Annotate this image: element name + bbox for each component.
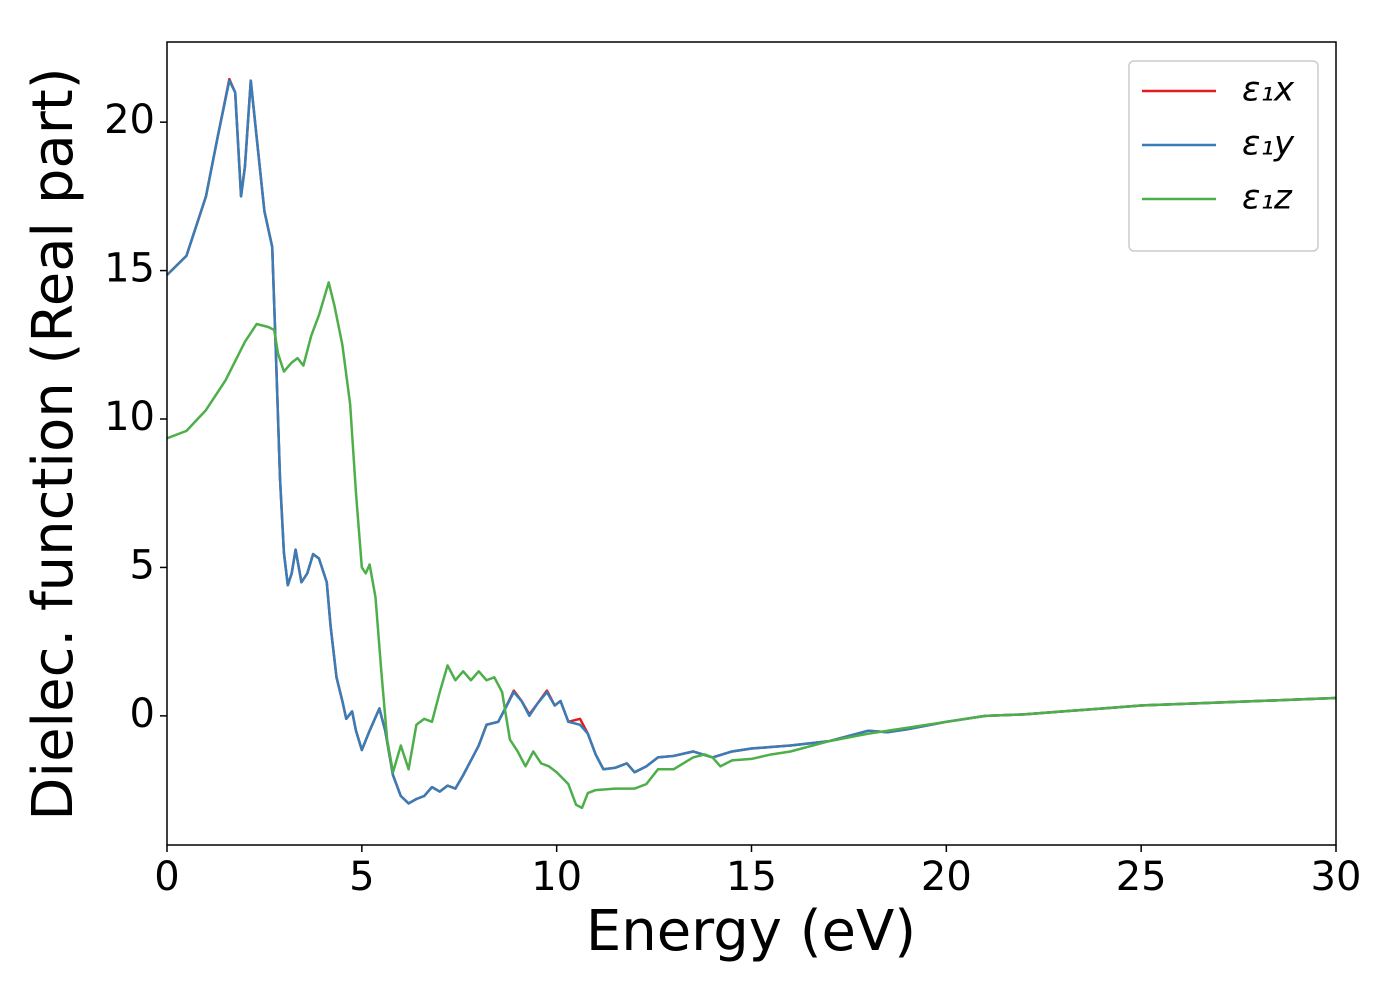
x-axis-label: Energy (eV) bbox=[586, 899, 916, 964]
legend-box bbox=[1128, 60, 1319, 252]
y-axis-label: Dielec. function (Real part) bbox=[21, 67, 86, 820]
x-tick-label: 10 bbox=[531, 854, 582, 900]
x-tick-label: 0 bbox=[154, 854, 179, 900]
x-tick-label: 5 bbox=[349, 854, 374, 900]
y-tick-label: 10 bbox=[104, 394, 155, 440]
plot-frame bbox=[166, 41, 1337, 846]
line-series bbox=[166, 281, 1337, 810]
legend-label: ε₁y bbox=[1242, 124, 1295, 164]
legend-label: ε₁z bbox=[1242, 178, 1293, 218]
y-tick-label: 15 bbox=[104, 246, 155, 292]
x-tick-label: 25 bbox=[1116, 854, 1167, 900]
y-tick-label: 5 bbox=[130, 542, 155, 588]
x-tick-label: 20 bbox=[921, 854, 972, 900]
y-tick-label: 20 bbox=[104, 97, 155, 143]
x-tick-label: 15 bbox=[726, 854, 777, 900]
y-tick-label: 0 bbox=[130, 691, 155, 737]
legend-label: ε₁x bbox=[1242, 70, 1295, 110]
x-tick-label: 30 bbox=[1311, 854, 1362, 900]
line-series bbox=[166, 79, 1337, 805]
